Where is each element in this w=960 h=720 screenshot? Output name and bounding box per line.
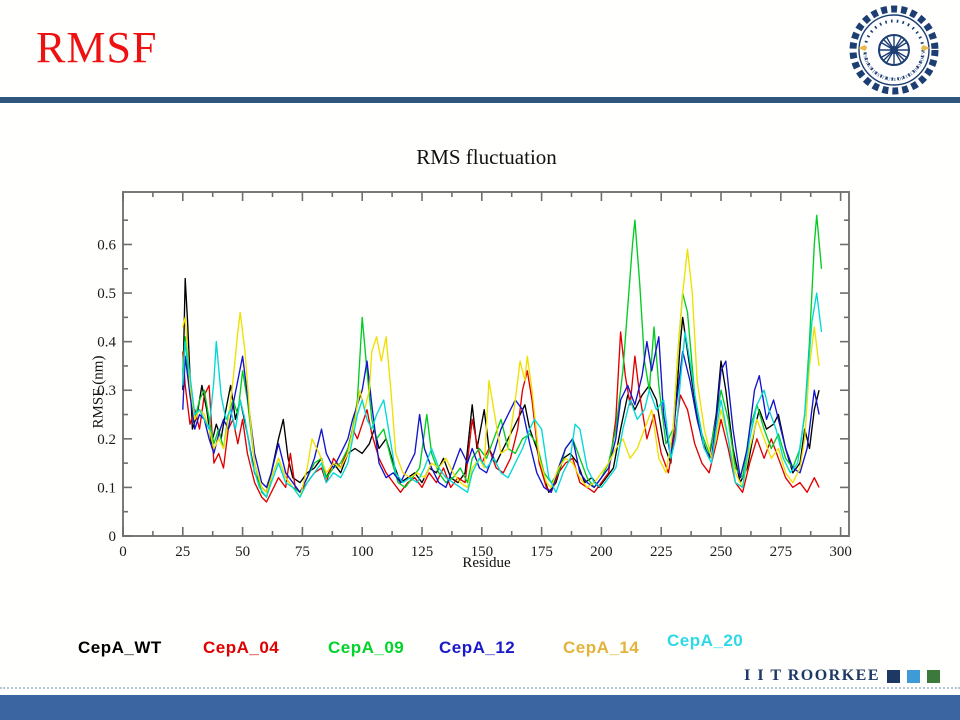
svg-text:0.6: 0.6 <box>97 237 116 253</box>
svg-text:0: 0 <box>109 529 117 545</box>
brand-square-navy-icon <box>887 670 900 683</box>
legend-item-cepa-14: CepA_14 <box>563 638 640 657</box>
legend-item-cepa-20: CepA_20 <box>667 631 744 650</box>
footer-brand-text: I I T ROORKEE <box>744 667 880 684</box>
svg-text:300: 300 <box>829 544 852 560</box>
iit-roorkee-logo: INDIAN INSTITUTE OF TECHNOLOGY ROORKEE <box>846 2 939 95</box>
svg-text:75: 75 <box>295 544 310 560</box>
x-axis-label: Residue <box>462 555 511 571</box>
svg-text:25: 25 <box>175 544 190 560</box>
svg-text:250: 250 <box>710 544 733 560</box>
slide-title: RMSF <box>36 23 158 72</box>
svg-text:0.2: 0.2 <box>97 432 116 448</box>
bottom-bar: 9 <box>0 695 960 720</box>
svg-text:0.1: 0.1 <box>97 480 116 496</box>
svg-text:100: 100 <box>351 544 374 560</box>
legend-item-cepa-12: CepA_12 <box>439 638 516 657</box>
brand-square-blue-icon <box>907 670 920 683</box>
svg-text:125: 125 <box>411 544 434 560</box>
brand-square-green-icon <box>927 670 940 683</box>
legend-item-cepa-wt: CepA_WT <box>78 638 162 657</box>
legend-item-cepa-04: CepA_04 <box>203 638 280 657</box>
footer-brand-squares <box>887 670 940 683</box>
svg-text:0.3: 0.3 <box>97 383 116 399</box>
svg-text:175: 175 <box>530 544 553 560</box>
svg-text:275: 275 <box>770 544 793 560</box>
legend-item-cepa-09: CepA_09 <box>328 638 405 657</box>
svg-text:200: 200 <box>590 544 613 560</box>
svg-text:225: 225 <box>650 544 673 560</box>
svg-text:50: 50 <box>235 544 250 560</box>
svg-text:0: 0 <box>119 544 127 560</box>
svg-text:0.5: 0.5 <box>97 286 116 302</box>
svg-text:0.4: 0.4 <box>97 335 116 351</box>
footer-dotted-rule <box>0 687 960 689</box>
chart-title: RMS fluctuation <box>416 145 557 169</box>
title-divider-rule <box>0 97 960 103</box>
svg-text:150: 150 <box>471 544 494 560</box>
